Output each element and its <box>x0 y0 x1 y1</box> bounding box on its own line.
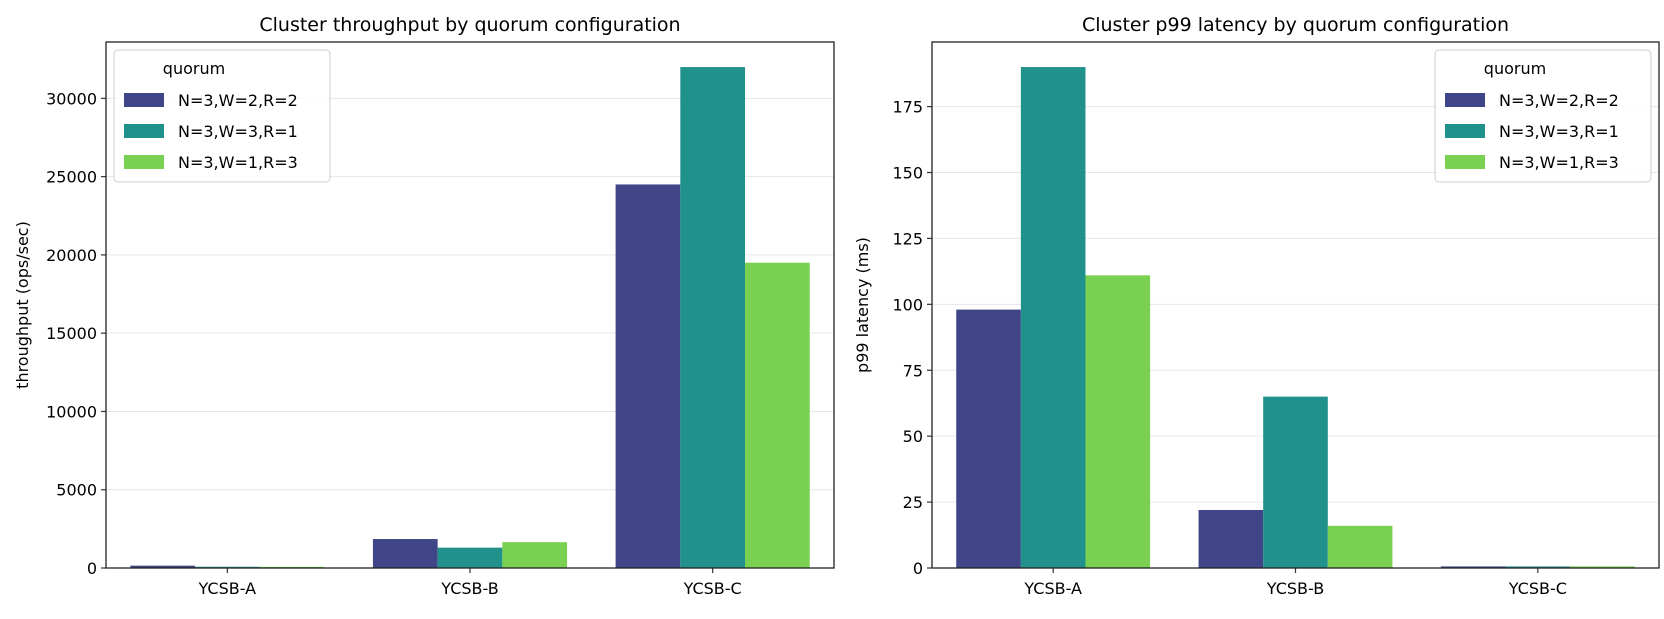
plot-frame <box>931 41 1660 569</box>
y-tick-label: 15000 <box>46 324 97 343</box>
bar <box>1570 566 1635 568</box>
legend-swatch <box>124 124 164 138</box>
chart-title: Cluster throughput by quorum configurati… <box>259 14 680 36</box>
bar <box>130 565 195 568</box>
y-tick-label: 10000 <box>46 402 97 421</box>
y-tick-label: 150 <box>892 164 923 183</box>
y-tick-label: 5000 <box>56 481 97 500</box>
legend-swatch <box>124 155 164 169</box>
bar <box>1263 396 1328 568</box>
bar <box>372 539 438 568</box>
bar <box>1085 275 1151 568</box>
legend: quorum N=3,W=2,R=2 N=3,W=3,R=1 N=3,W=1,R=3 <box>1434 49 1652 183</box>
legend-title: quorum <box>163 59 225 78</box>
bar <box>437 547 503 568</box>
legend-swatch <box>124 93 164 107</box>
legend-box <box>113 49 331 183</box>
y-tick-label: 25 <box>903 493 923 512</box>
x-tick-label: YCSB-C <box>683 579 742 598</box>
legend-label: N=3,W=2,R=2 <box>1499 91 1619 110</box>
bar <box>680 67 746 569</box>
plot-frame <box>105 41 835 569</box>
bar <box>745 262 810 568</box>
y-tick-label: 175 <box>892 98 923 117</box>
y-tick-label: 75 <box>903 361 923 380</box>
legend-label: N=3,W=2,R=2 <box>178 91 298 110</box>
x-tick-label: YCSB-A <box>1023 579 1082 598</box>
y-tick-label: 125 <box>892 229 923 248</box>
y-tick-label: 30000 <box>46 89 97 108</box>
y-tick-label: 50 <box>903 427 923 446</box>
legend-box <box>1434 49 1652 183</box>
y-axis-label: throughput (ops/sec) <box>13 221 32 389</box>
legend-label: N=3,W=1,R=3 <box>1499 153 1619 172</box>
y-tick-label: 0 <box>87 559 97 578</box>
legend-swatch <box>1445 155 1485 169</box>
legend-swatch <box>1445 93 1485 107</box>
legend-swatch <box>1445 124 1485 138</box>
x-tick-label: YCSB-C <box>1508 579 1567 598</box>
chart-2: 0 25 50 75 100 125 150 175 YCSB-A YCSB-B YCSB-C Clu… <box>853 14 1660 598</box>
bar <box>1020 67 1086 569</box>
bar <box>956 309 1021 568</box>
y-tick-label: 100 <box>892 295 923 314</box>
y-axis-label: p99 latency (ms) <box>853 237 872 373</box>
legend: quorum N=3,W=2,R=2 N=3,W=3,R=1 N=3,W=1,R=3 <box>113 49 331 183</box>
chart-title: Cluster p99 latency by quorum configurat… <box>1082 14 1509 36</box>
bar <box>1327 525 1393 568</box>
bar <box>502 542 568 568</box>
legend-label: N=3,W=1,R=3 <box>178 153 298 172</box>
legend-title: quorum <box>1484 59 1546 78</box>
chart-1: 0 5000 10000 15000 20000 25000 30000 YCSB-A YCSB… <box>13 14 835 598</box>
x-tick-label: YCSB-B <box>440 579 498 598</box>
bar <box>1198 509 1264 568</box>
bar <box>1440 566 1506 568</box>
y-tick-label: 25000 <box>46 168 97 187</box>
x-tick-label: YCSB-A <box>198 579 257 598</box>
y-tick-label: 0 <box>913 559 923 578</box>
legend-label: N=3,W=3,R=1 <box>178 122 298 141</box>
bar <box>1505 566 1571 568</box>
x-tick-label: YCSB-B <box>1266 579 1324 598</box>
bar <box>615 184 681 569</box>
y-tick-label: 20000 <box>46 246 97 265</box>
legend-label: N=3,W=3,R=1 <box>1499 122 1619 141</box>
